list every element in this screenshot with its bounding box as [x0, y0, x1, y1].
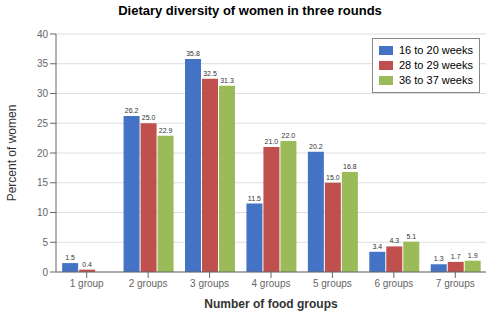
svg-text:11.5: 11.5 [248, 195, 261, 202]
svg-text:22.0: 22.0 [282, 132, 296, 139]
svg-text:40: 40 [37, 29, 49, 40]
svg-text:0.4: 0.4 [82, 261, 92, 268]
svg-text:7 groups: 7 groups [436, 278, 475, 289]
svg-text:5: 5 [42, 237, 48, 248]
svg-text:35: 35 [37, 58, 49, 69]
svg-text:32.5: 32.5 [203, 70, 217, 77]
svg-text:2 groups: 2 groups [129, 278, 168, 289]
html-text:28 to 29 weeks: 28 to 29 weeks [399, 59, 473, 71]
svg-text:15: 15 [37, 177, 49, 188]
svg-text:25.0: 25.0 [142, 114, 156, 121]
svg-text:15.0: 15.0 [326, 174, 340, 181]
svg-text:16.8: 16.8 [343, 163, 357, 170]
svg-text:Percent of women: Percent of women [8, 105, 19, 202]
svg-text:22.9: 22.9 [159, 127, 173, 134]
svg-text:1.5: 1.5 [65, 254, 75, 261]
svg-text:1.3: 1.3 [434, 255, 444, 262]
svg-text:5.1: 5.1 [406, 233, 416, 240]
svg-text:3.4: 3.4 [372, 243, 382, 250]
svg-text:30: 30 [37, 88, 49, 99]
html-text:16 to 20 weeks: 16 to 20 weeks [399, 44, 473, 56]
svg-text:10: 10 [37, 207, 49, 218]
svg-text:6 groups: 6 groups [374, 278, 413, 289]
svg-text:3 groups: 3 groups [190, 278, 229, 289]
html-text:Dietary diversity of women in: Dietary diversity of women in three roun… [118, 3, 382, 18]
svg-text:4 groups: 4 groups [252, 278, 291, 289]
svg-text:20: 20 [37, 148, 49, 159]
svg-text:35.8: 35.8 [186, 50, 200, 57]
svg-text:1.9: 1.9 [468, 252, 478, 259]
svg-text:5 groups: 5 groups [313, 278, 352, 289]
svg-text:0: 0 [42, 267, 48, 278]
svg-text:4.3: 4.3 [389, 237, 399, 244]
svg-text:1 group: 1 group [70, 278, 104, 289]
svg-text:1.7: 1.7 [451, 253, 461, 260]
svg-text:25: 25 [37, 118, 49, 129]
svg-text:Number of food groups: Number of food groups [204, 297, 338, 311]
html-text:36 to 37 weeks: 36 to 37 weeks [399, 74, 473, 86]
svg-text:21.0: 21.0 [265, 138, 279, 145]
svg-text:31.3: 31.3 [220, 77, 234, 84]
svg-text:20.2: 20.2 [309, 143, 323, 150]
svg-text:26.2: 26.2 [125, 107, 139, 114]
